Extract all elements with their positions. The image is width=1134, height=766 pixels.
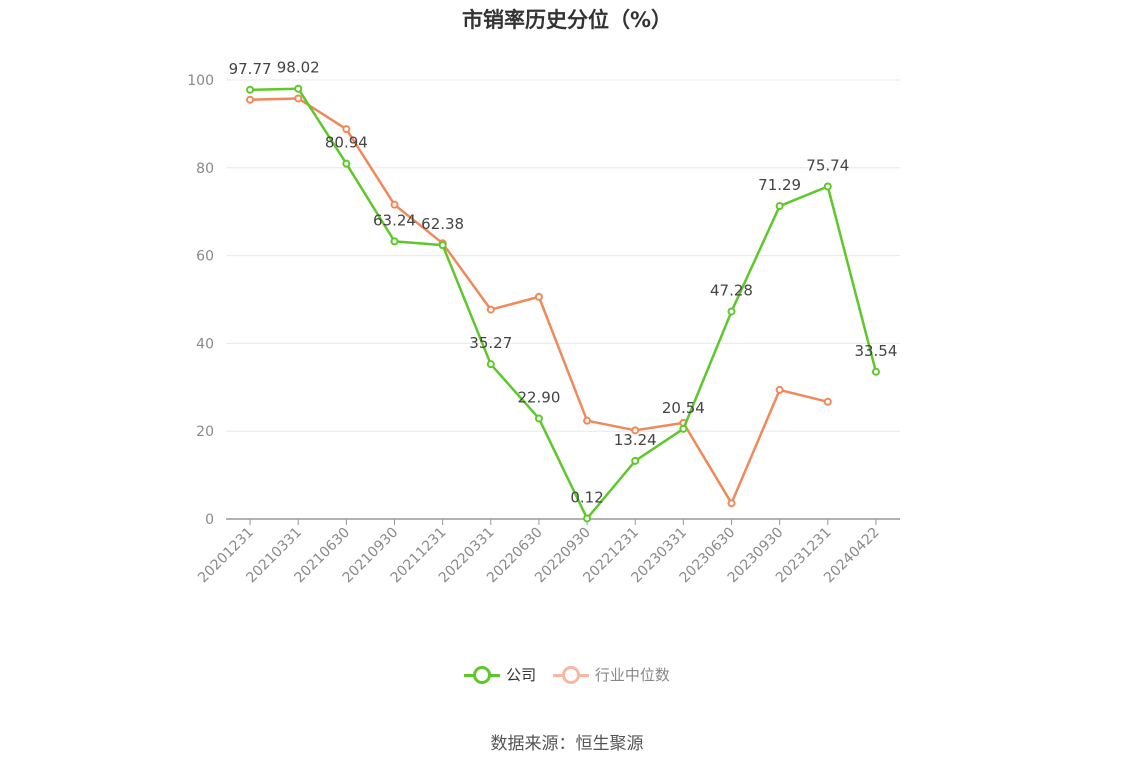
industry-point [246,95,255,104]
company-data-label: 33.54 [854,342,897,360]
industry-point [775,385,784,394]
company-point [583,514,592,523]
company-data-label: 97.77 [229,60,272,78]
legend-industry-label: 行业中位数 [594,666,670,684]
company-data-label: 35.27 [469,334,512,352]
chart-title: 市销率历史分位（%） [461,8,673,32]
company-data-label: 80.94 [325,134,368,152]
company-data-label: 62.38 [421,215,464,233]
company-data-label: 71.29 [758,176,801,194]
legend-item-company[interactable]: 公司 [464,664,536,685]
company-data-label: 98.02 [277,59,320,77]
company-point [679,424,688,433]
legend-item-industry[interactable]: 行业中位数 [552,664,670,685]
industry-point [294,94,303,103]
company-data-label: 22.90 [517,388,560,406]
company-point [246,85,255,94]
company-point [342,159,351,168]
company-series-line [250,87,878,520]
company-data-label: 20.54 [662,399,705,417]
axes: 0204060801002020123120210331202106302021… [187,73,900,586]
industry-point [390,200,399,209]
series-lines [246,84,880,523]
y-tick-label: 0 [205,512,214,528]
legend: 公司 行业中位数 [0,664,1134,688]
industry-point [534,292,543,301]
company-point [823,182,832,191]
company-point [775,202,784,211]
legend-company-label: 公司 [506,666,537,684]
company-data-label: 63.24 [373,211,416,229]
industry-point [823,397,832,406]
data-labels: 97.77 98.02 80.94 63.24 62.38 35.27 22.90 0.12 1… [229,59,898,507]
company-data-label: 75.74 [806,157,849,175]
company-point [438,241,447,250]
industry-point [727,499,736,508]
industry-point [583,416,592,425]
grid-lines [226,79,900,432]
company-point [631,456,640,465]
y-tick-label: 100 [187,73,214,89]
company-data-label: 13.24 [614,431,657,449]
data-source: 数据来源：恒生聚源 [490,734,644,754]
industry-point [486,305,495,314]
company-point [534,414,543,423]
legend-company-marker [464,665,501,684]
y-tick-label: 20 [196,424,214,440]
y-tick-label: 80 [196,161,214,177]
industry-point [342,125,351,134]
company-point [871,367,880,376]
company-data-label: 47.28 [710,281,753,299]
legend-industry-marker [552,665,589,684]
company-point [486,360,495,369]
y-tick-label: 60 [196,249,214,265]
company-point [390,237,399,246]
company-point [294,84,303,93]
y-tick-label: 40 [196,336,214,352]
industry-point [631,426,640,435]
company-point [727,307,736,316]
company-data-label: 0.12 [570,488,603,506]
